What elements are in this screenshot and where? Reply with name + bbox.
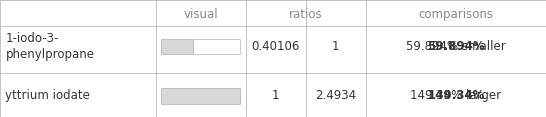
Text: 1-iodo-3-
phenylpropane: 1-iodo-3- phenylpropane <box>5 32 94 61</box>
Text: 2.4934: 2.4934 <box>315 89 357 102</box>
Text: 1: 1 <box>332 40 340 53</box>
FancyBboxPatch shape <box>161 39 193 54</box>
Text: 149.34% larger: 149.34% larger <box>411 89 501 102</box>
Text: 149.34%: 149.34% <box>427 89 485 102</box>
FancyBboxPatch shape <box>193 39 240 54</box>
Text: comparisons: comparisons <box>418 7 494 21</box>
Text: visual: visual <box>183 7 218 21</box>
Text: 1: 1 <box>272 89 280 102</box>
Text: 0.40106: 0.40106 <box>252 40 300 53</box>
FancyBboxPatch shape <box>161 88 240 104</box>
Text: 59.894% smaller: 59.894% smaller <box>406 40 506 53</box>
Text: ratios: ratios <box>289 7 323 21</box>
Text: 59.894%: 59.894% <box>427 40 485 53</box>
Text: yttrium iodate: yttrium iodate <box>5 89 90 102</box>
